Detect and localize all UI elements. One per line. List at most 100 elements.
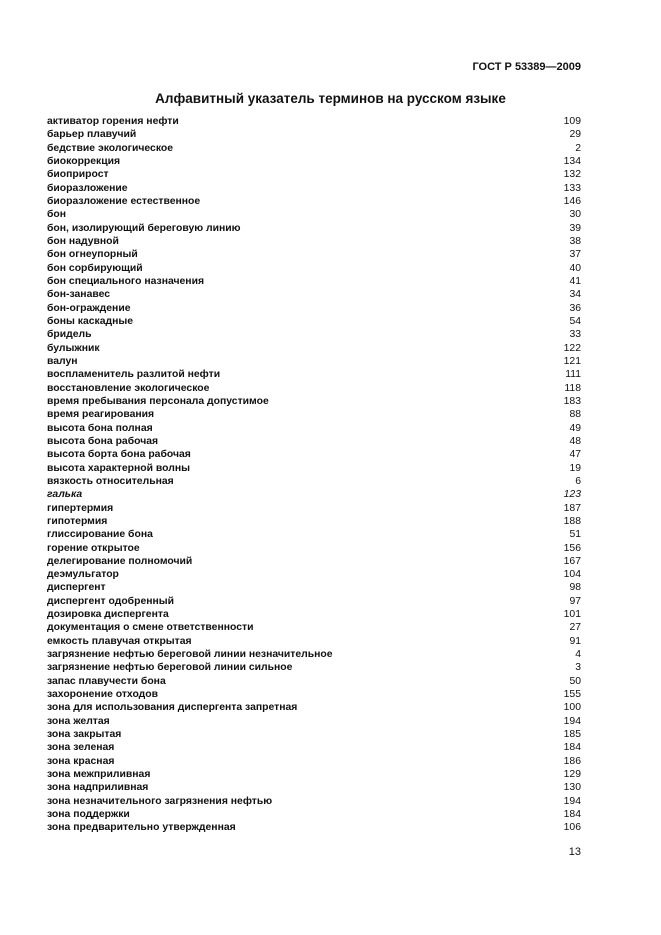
index-term: емкость плавучая открытая — [47, 635, 192, 647]
index-term-number: 109 — [563, 116, 581, 127]
index-term: зона межприливная — [47, 769, 151, 781]
index-term-number: 129 — [563, 769, 581, 781]
index-term: диспергент одобренный — [47, 595, 175, 607]
index-term: время реагирования — [47, 409, 155, 421]
index-term-number: 98 — [569, 582, 581, 594]
index-entry: гипотермия 188 — [47, 515, 581, 528]
index-entry: воспламенитель разлитой нефти 111 — [47, 368, 581, 381]
index-term-number: 121 — [563, 355, 581, 367]
index-term: зона незначительного загрязнения нефтью — [47, 795, 273, 807]
index-term-number: 101 — [563, 609, 581, 621]
index-entry: боны каскадные 54 — [47, 315, 581, 328]
index-entry: зона незначительного загрязнения нефтью 1… — [47, 795, 581, 808]
index-entry: биокоррекция 134 — [47, 155, 581, 168]
page-title: Алфавитный указатель терминов на русском… — [155, 91, 506, 106]
index-term: бон — [47, 209, 67, 221]
index-entry: зона предварительно утвержденная 106 — [47, 821, 581, 834]
index-entry: бон специального назначения 41 — [47, 275, 581, 288]
index-entry: высота бона рабочая 48 — [47, 435, 581, 448]
index-term: бон-ограждение — [47, 302, 131, 314]
index-term-number: 41 — [569, 275, 581, 287]
index-entry: валун 121 — [47, 355, 581, 368]
index-term-number: 40 — [569, 262, 581, 274]
index-term: воспламенитель разлитой нефти — [47, 369, 221, 381]
index-term: бон, изолирующий береговую линию — [47, 222, 241, 234]
index-term-number: 156 — [563, 542, 581, 554]
index-entry: загрязнение нефтью береговой линии незна… — [47, 648, 581, 661]
index-term: бон надувной — [47, 235, 119, 247]
index-term-number: 130 — [563, 782, 581, 794]
index-term-number: 33 — [569, 329, 581, 341]
index-entry: бридель 33 — [47, 328, 581, 341]
index-term: делегирование полномочий — [47, 555, 193, 567]
index-entry: диспергент одобренный 97 — [47, 595, 581, 608]
index-entry: зона поддержки 184 — [47, 808, 581, 821]
index-term: высота характерной волны — [47, 462, 190, 474]
index-term-number: 104 — [563, 569, 581, 581]
index-term: зона предварительно утвержденная — [47, 822, 236, 834]
index-entry: глиссирование бона 51 — [47, 528, 581, 541]
index-term: запас плавучести бона — [47, 675, 166, 687]
index-entry: восстановление экологическое 118 — [47, 382, 581, 395]
index-term-number: 167 — [563, 555, 581, 567]
index-term-number: 29 — [569, 129, 581, 141]
index-term: галька — [47, 489, 83, 501]
index-entry: высота бона полная 49 — [47, 422, 581, 435]
index-entry: активатор горения нефти 109 — [47, 115, 581, 128]
index-term-number: 54 — [569, 315, 581, 327]
index-entry: зона надприливная 130 — [47, 781, 581, 794]
index-term: деэмульгатор — [47, 569, 119, 581]
index-term: бон сорбирующий — [47, 262, 143, 274]
index-term: документация о смене ответственности — [47, 622, 254, 634]
index-term-number: 4 — [575, 649, 581, 661]
index-term-number: 2 — [575, 142, 581, 154]
index-term: зона желтая — [47, 715, 110, 727]
index-term-number: 6 — [575, 475, 581, 487]
index-entry: биоразложение естественное 146 — [47, 195, 581, 208]
index-term: захоронение отходов — [47, 689, 158, 701]
index-entry: высота борта бона рабочая 47 — [47, 448, 581, 461]
index-term-number: 106 — [563, 822, 581, 834]
index-term: бридель — [47, 329, 92, 341]
index-term: загрязнение нефтью береговой линии сильн… — [47, 662, 293, 674]
index-entry: зона желтая 194 — [47, 715, 581, 728]
index-term-number: 146 — [563, 195, 581, 207]
index-entry: бон 30 — [47, 208, 581, 221]
index-term-number: 155 — [563, 689, 581, 701]
index-term: зона закрытая — [47, 729, 122, 741]
index-term: булыжник — [47, 342, 100, 354]
index-term-number: 34 — [569, 289, 581, 301]
index-entry: биоприрост 132 — [47, 168, 581, 181]
term-index-list: активатор горения нефти 109 барьер плавучи… — [47, 115, 581, 835]
index-term: вязкость относительная — [47, 475, 174, 487]
index-term: восстановление экологическое — [47, 382, 210, 394]
index-term: дозировка диспергента — [47, 609, 169, 621]
index-term: глиссирование бона — [47, 529, 153, 541]
index-entry: бон-занавес 34 — [47, 288, 581, 301]
index-entry: документация о смене ответственности 27 — [47, 621, 581, 634]
index-entry: булыжник 122 — [47, 342, 581, 355]
index-term: время пребывания персонала допустимое — [47, 395, 269, 407]
index-term-number: 91 — [569, 635, 581, 647]
index-term-number: 100 — [563, 702, 581, 714]
index-term: зона поддержки — [47, 809, 130, 821]
index-term-number: 185 — [563, 729, 581, 741]
index-entry: вязкость относительная 6 — [47, 475, 581, 488]
index-entry: захоронение отходов 155 — [47, 688, 581, 701]
index-term-number: 51 — [569, 529, 581, 541]
index-term-number: 111 — [565, 369, 581, 381]
index-entry: барьер плавучий 29 — [47, 128, 581, 141]
index-term-number: 38 — [569, 235, 581, 247]
index-term: бедствие экологическое — [47, 142, 174, 154]
index-term-number: 49 — [569, 422, 581, 434]
index-entry: бон сорбирующий 40 — [47, 262, 581, 275]
index-term: бон-занавес — [47, 289, 111, 301]
index-entry: бон-ограждение 36 — [47, 302, 581, 315]
index-entry: зона красная 186 — [47, 755, 581, 768]
index-term: горение открытое — [47, 542, 140, 554]
index-term-number: 39 — [569, 222, 581, 234]
index-entry: бедствие экологическое 2 — [47, 142, 581, 155]
index-term-number: 36 — [569, 302, 581, 314]
index-term: зона для использования диспергента запре… — [47, 702, 298, 714]
index-entry: делегирование полномочий 167 — [47, 555, 581, 568]
